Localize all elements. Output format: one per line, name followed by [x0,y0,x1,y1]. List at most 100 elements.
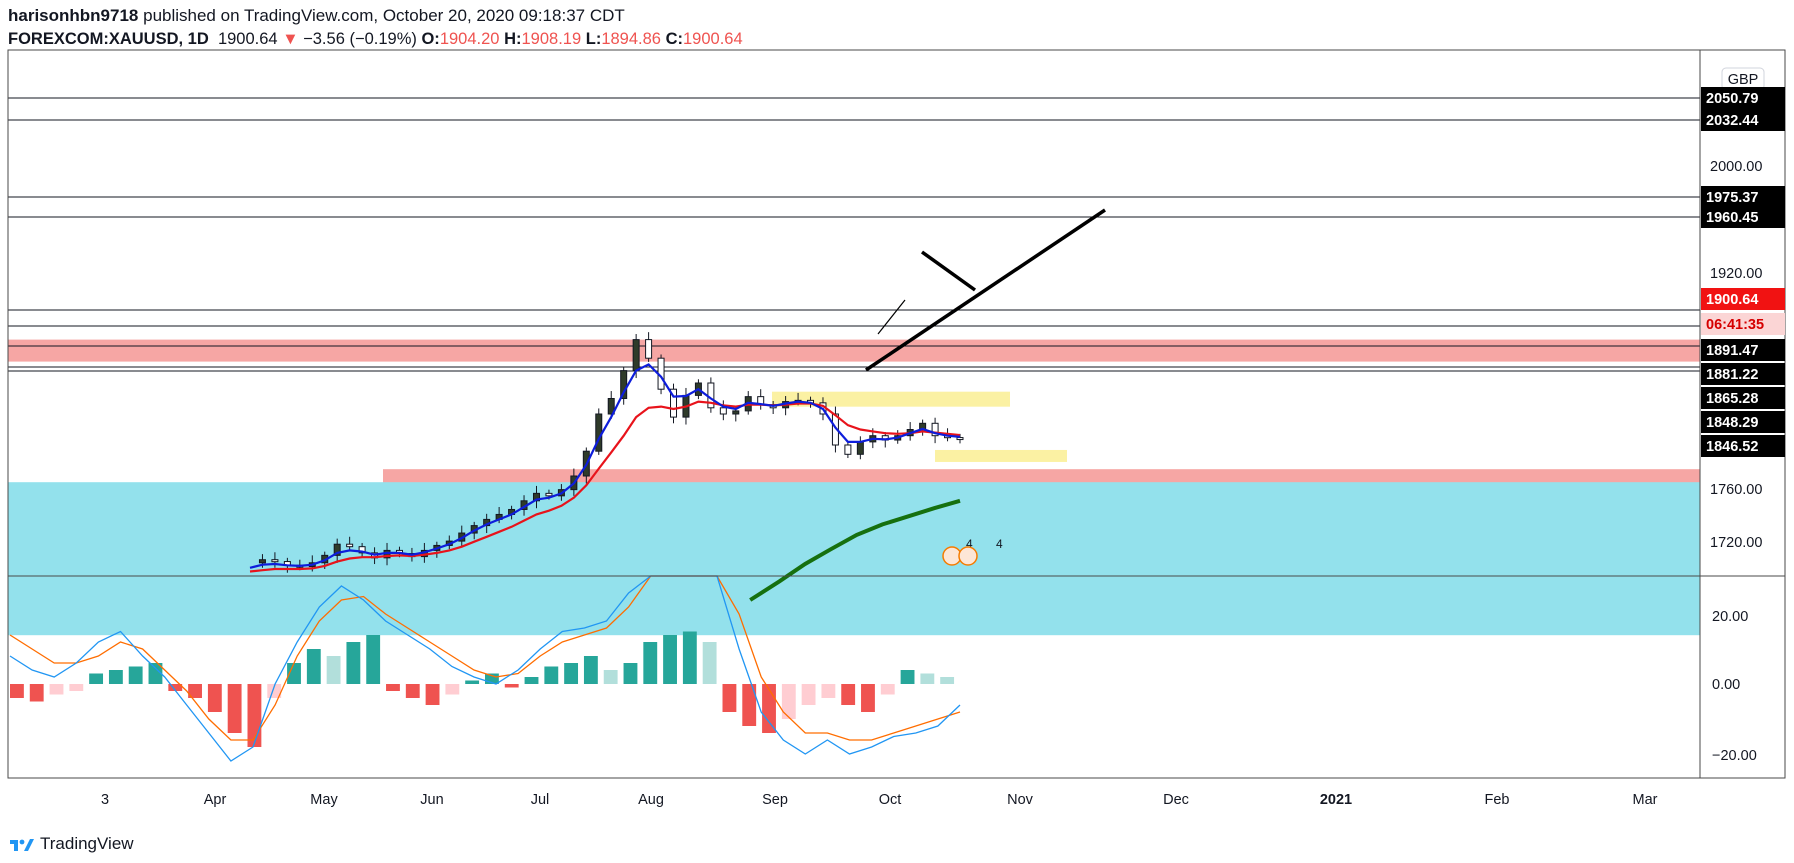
price-axis[interactable]: GBP 2000.00 1920.00 1760.00 1720.00 2050.79 20… [1701,67,1785,764]
price-label: 1975.37 [1706,190,1758,206]
macd-histogram-bar [425,684,440,705]
macd-histogram-bar [504,684,519,688]
price-label-box [1701,313,1785,335]
macd-histogram-bar [306,649,321,684]
time-tick: Dec [1163,792,1189,808]
footer-brand[interactable]: TradingView [10,834,134,854]
small-trendline [877,299,906,335]
price-tick: 2000.00 [1710,159,1762,175]
high-label: H: [504,30,522,48]
currency-label: GBP [1728,72,1759,88]
macd-histogram-bar [603,670,618,684]
macd-histogram-bar [841,684,856,705]
support-zone [8,482,1700,636]
down-arrow-icon: ▼ [282,30,299,48]
price-change: −3.56 (−0.19%) [303,30,417,48]
macd-histogram-bar [920,673,935,684]
chart-border [7,49,1786,779]
publisher-name[interactable]: harisonhbn9718 [8,6,139,25]
macd-histogram-bar [326,656,341,684]
candle-body [645,339,653,359]
macd-histogram-bar [801,684,816,705]
macd-histogram-bar [89,673,104,684]
candle-body [333,543,341,556]
close-label: C: [665,30,683,48]
tradingview-logo-icon [10,839,34,851]
macd-histogram-bar [108,670,123,684]
chart-frame [7,49,1786,779]
macd-histogram-bar [148,663,163,684]
price-label: 2032.44 [1706,113,1758,129]
macd-histogram-bar [544,666,559,684]
time-tick: Aug [638,792,664,808]
candle-body [346,543,354,548]
candle-body [844,444,852,455]
candle-body [719,407,727,415]
price-label: 1891.47 [1706,343,1758,359]
symbol-name[interactable]: FOREXCOM:XAUUSD, 1D [8,30,209,48]
candle-body [620,370,628,400]
macd-histogram-bar [287,663,301,684]
macd-histogram-bar [742,684,757,726]
macd-histogram-bar [49,684,64,695]
time-tick: Nov [1007,792,1034,808]
price-label: 1881.22 [1706,367,1758,383]
time-axis[interactable]: 3 Apr May Jun Jul Aug Sep Oct Nov Dec 2021 Feb Mar [101,792,1658,808]
price-label: 1960.45 [1706,210,1758,226]
price-label: 1848.29 [1706,415,1758,431]
event-count: 4 [966,537,973,551]
event-count: 4 [996,537,1003,551]
candle-body [258,559,266,564]
macd-histogram-bar [623,663,638,684]
levels-layer [8,97,1700,372]
macd-histogram-bar [861,684,875,712]
price-tick: 1920.00 [1710,266,1762,282]
candle-body [856,441,864,455]
macd-histogram-bar [900,670,915,684]
price-label-box [1701,387,1785,409]
ema-fast-line [249,363,961,569]
time-tick: Feb [1485,792,1510,808]
macd-histogram-bar [188,684,202,698]
time-tick: Apr [204,792,227,808]
publish-info: harisonhbn9718 published on TradingView.… [8,6,625,26]
macd-histogram-bar [762,684,776,733]
price-label: 2050.79 [1706,91,1758,107]
price-label-box [1701,435,1785,457]
time-tick: Sep [762,792,788,808]
time-tick: Mar [1633,792,1658,808]
price-label: 1846.52 [1706,439,1758,455]
macd-histogram-bar [663,635,677,684]
macd-tick: 20.00 [1712,609,1748,625]
macd-histogram-bar [405,684,420,698]
price-label-box [1701,87,1785,109]
price-label: 1865.28 [1706,391,1758,407]
candle-body [632,339,640,372]
price-label: 1900.64 [1706,292,1758,308]
symbol-info-bar: FOREXCOM:XAUUSD, 1D 1900.64 ▼ −3.56 (−0.… [8,30,743,49]
price-label-box [1701,411,1785,433]
price-label-box [1701,186,1785,208]
price-label-box [1701,288,1785,310]
candle-body [271,559,279,563]
time-tick: Jul [531,792,550,808]
ema-slow-line [249,400,961,573]
macd-histogram-bar [128,666,143,684]
macd-histogram-bar [346,642,361,684]
ascending-trendline [865,208,1106,372]
signal-line [9,575,961,741]
macd-histogram-bar [880,684,895,695]
highlight-zone-lower [935,449,1067,462]
price-label-box [1701,109,1785,131]
economic-event-icon[interactable] [958,546,978,566]
macd-histogram-bar [69,684,84,691]
highlight-zone-upper [772,391,1010,407]
macd-tick: 0.00 [1712,677,1740,693]
low-label: L: [585,30,602,48]
macd-histogram-bar [781,684,796,719]
time-tick: May [310,792,338,808]
time-tick: 2021 [1320,792,1352,808]
macd-histogram-bar [445,684,460,695]
